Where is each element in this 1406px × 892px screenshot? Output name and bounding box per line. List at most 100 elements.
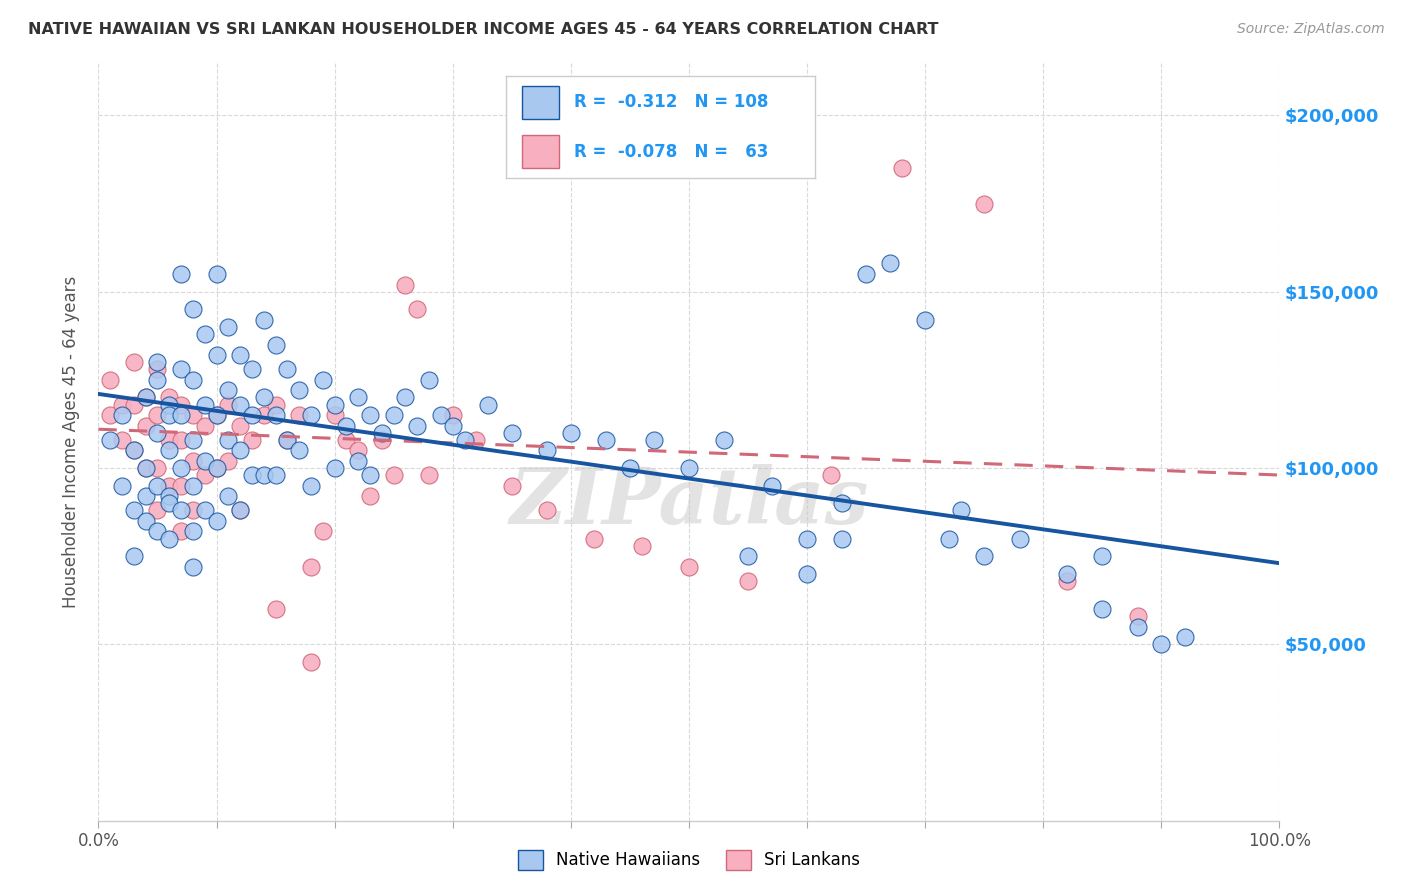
Point [430,408,453,422]
Point [240,468,263,483]
Point [453,433,475,447]
Point [312,373,335,387]
Point [394,391,416,405]
Point [678,461,700,475]
Point [536,443,558,458]
Point [217,489,239,503]
Point [1126,609,1149,624]
Point [122,549,145,563]
Point [135,391,157,405]
Point [288,408,311,422]
Point [1056,574,1078,588]
Point [678,559,700,574]
Point [217,433,239,447]
Point [276,362,298,376]
Point [205,461,228,475]
Point [122,355,145,369]
Point [170,362,193,376]
Point [264,408,287,422]
Point [737,549,759,563]
Point [135,391,157,405]
Point [347,443,370,458]
Point [194,397,217,411]
Point [111,478,134,492]
Point [146,461,169,475]
Point [205,348,228,362]
Point [713,433,735,447]
Point [394,277,416,292]
Point [288,443,311,458]
Point [1056,566,1078,581]
Point [264,397,287,411]
Point [855,267,877,281]
Point [299,559,322,574]
Point [181,503,204,517]
Point [157,391,180,405]
Point [111,433,134,447]
Point [560,425,582,440]
Point [217,384,239,398]
Point [949,503,972,517]
Point [1126,620,1149,634]
Point [335,433,357,447]
Point [170,503,193,517]
Point [170,461,193,475]
Point [312,524,335,539]
Point [217,320,239,334]
Point [146,362,169,376]
Point [276,433,298,447]
Point [264,602,287,616]
Point [122,443,145,458]
Text: R =  -0.078   N =   63: R = -0.078 N = 63 [574,143,769,161]
Point [253,408,276,422]
Point [111,397,134,411]
Text: R =  -0.312   N = 108: R = -0.312 N = 108 [574,94,769,112]
Point [796,566,818,581]
Point [831,496,853,510]
Point [181,454,204,468]
Point [382,468,405,483]
Point [181,478,204,492]
Point [135,489,157,503]
Point [146,503,169,517]
Point [1091,549,1114,563]
Point [229,397,252,411]
Text: ZIPatlas: ZIPatlas [509,464,869,541]
Point [253,391,276,405]
Point [441,418,464,433]
Point [170,478,193,492]
Point [229,418,252,433]
Point [240,362,263,376]
Point [170,524,193,539]
Point [135,461,157,475]
Point [194,503,217,517]
Point [359,489,381,503]
FancyBboxPatch shape [522,136,558,168]
Point [157,443,180,458]
Point [418,373,440,387]
Point [831,532,853,546]
Point [217,397,239,411]
Point [359,408,381,422]
Point [205,514,228,528]
Point [264,337,287,351]
Point [157,433,180,447]
Point [157,397,180,411]
Point [205,461,228,475]
Point [264,468,287,483]
Point [122,397,145,411]
Point [299,655,322,669]
Point [371,425,394,440]
Point [181,433,204,447]
Point [217,454,239,468]
Point [288,384,311,398]
Point [1008,532,1031,546]
Point [194,454,217,468]
Point [157,532,180,546]
Point [205,408,228,422]
Point [98,408,121,422]
Point [1091,602,1114,616]
Point [914,313,936,327]
Point [820,468,842,483]
Point [347,454,370,468]
